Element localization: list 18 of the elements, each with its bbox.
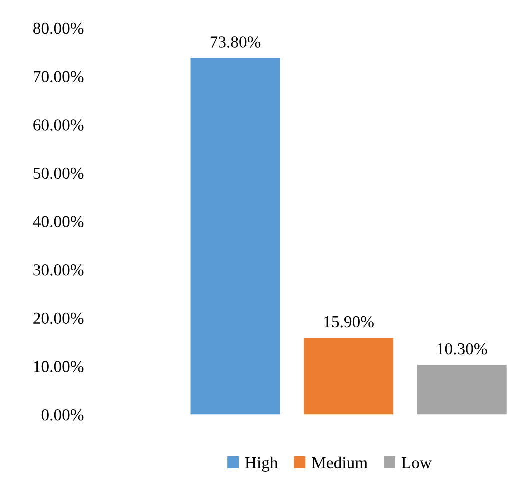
y-tick-label: 30.00%	[34, 264, 84, 276]
legend-label: Medium	[312, 456, 368, 469]
data-label: 73.80%	[210, 36, 261, 48]
bar	[304, 338, 394, 415]
y-tick-label: 50.00%	[34, 168, 84, 180]
y-tick-label: 80.00%	[34, 22, 84, 34]
y-tick-label: 0.00%	[42, 409, 84, 421]
y-tick-label: 10.00%	[34, 361, 84, 372]
y-tick-label: 60.00%	[34, 120, 84, 131]
y-tick-label: 20.00%	[34, 312, 84, 324]
data-label: 10.30%	[438, 343, 488, 355]
data-label: 15.90%	[324, 316, 374, 328]
bar	[190, 58, 280, 415]
legend-label: Low	[402, 458, 432, 469]
y-tick-label: 40.00%	[33, 216, 84, 228]
legend-label: High	[245, 456, 278, 472]
y-tick-label: 70.00%	[34, 71, 84, 83]
bar	[417, 365, 507, 415]
